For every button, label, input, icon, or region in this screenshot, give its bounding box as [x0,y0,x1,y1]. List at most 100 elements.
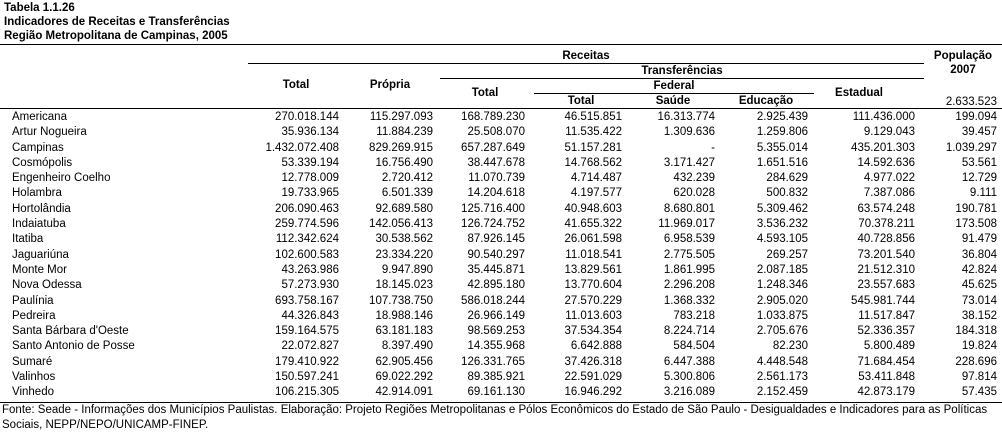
table-row: Campinas 1.432.072.408 829.269.915 657.287.… [0,141,1002,156]
cell-transferencias-total: 586.018.244 [461,294,525,307]
header-bottom-rule [0,108,1002,109]
cell-populacao: 1.039.297 [945,141,997,154]
table-row: Jaguariúna 102.600.583 23.334.220 90.540.29… [0,248,1002,263]
cell-populacao: 173.508 [955,218,997,231]
cell-municipio: Indaiatuba [12,218,66,231]
cell-municipio: Hortolândia [12,202,71,215]
cell-saude: - [711,141,715,154]
cell-propria: 107.738.750 [369,294,433,307]
bottom-rule [0,402,1002,403]
header-estadual: Estadual [835,87,883,99]
cell-saude: 6.958.539 [663,233,715,246]
table-row: Santo Antonio de Posse 22.072.827 8.397.49… [0,339,1002,354]
table-row: Santa Bárbara d'Oeste 159.164.575 63.181.1… [0,324,1002,339]
table-row: Pedreira 44.326.843 18.988.146 26.966.149 11… [0,309,1002,324]
cell-educacao: 4.448.548 [756,355,808,368]
table-row: Sumaré 179.410.922 62.905.456 126.331.765 37… [0,355,1002,370]
cell-educacao: 2.152.459 [756,386,808,399]
cell-propria: 142.056.413 [369,218,433,231]
cell-federal-total: 11.013.603 [565,309,622,322]
cell-populacao: 228.696 [955,355,997,368]
cell-estadual: 14.592.636 [857,156,915,169]
cell-federal-total: 11.018.541 [565,248,622,261]
cell-total: 53.339.194 [281,156,339,169]
cell-federal-total: 13.770.604 [564,279,622,292]
table-row: Nova Odessa 57.273.930 18.145.023 42.895.18… [0,278,1002,293]
cell-estadual: 70.378.211 [858,218,915,231]
header-federal-total: Total [567,95,595,107]
cell-municipio: Engenheiro Coelho [12,172,111,185]
cell-total: 12.778.009 [281,172,339,185]
cell-municipio: Cosmópolis [12,156,73,169]
cell-federal-total: 51.157.281 [564,141,622,154]
cell-federal-total: 22.591.029 [564,371,622,384]
table-row: Vinhedo 106.215.305 42.914.091 69.161.130 16… [0,385,1002,400]
cell-saude: 1.309.636 [663,126,715,139]
cell-saude: 16.313.774 [657,111,715,123]
cell-educacao: 4.593.105 [756,233,808,246]
cell-populacao: 91.479 [961,233,997,246]
table-row: Valinhos 150.597.241 69.022.292 89.385.921 2… [0,370,1002,385]
rule-under-federal [534,93,814,94]
cell-municipio: Pedreira [12,309,56,322]
cell-estadual: 11.517.847 [858,309,915,322]
cell-saude: 8.680.801 [663,202,715,215]
cell-total: 179.410.922 [275,355,339,368]
cell-transferencias-total: 35.445.871 [467,263,525,276]
cell-transferencias-total: 89.385.921 [467,371,525,384]
cell-propria: 16.756.490 [375,156,433,169]
cell-educacao: 269.257 [766,248,808,261]
cell-educacao: 1.651.516 [756,156,808,169]
cell-municipio: Santa Bárbara d'Oeste [12,325,129,338]
cell-total: 150.597.241 [275,371,339,384]
cell-populacao: 9.111 [969,187,997,200]
cell-estadual: 21.512.310 [857,263,915,276]
cell-propria: 23.334.220 [375,248,433,261]
cell-estadual: 545.981.744 [851,294,915,307]
cell-total: 19.733.965 [281,187,339,200]
cell-saude: 1.861.995 [663,263,715,276]
cell-transferencias-total: 69.161.130 [467,386,525,399]
cell-propria: 8.397.490 [381,340,433,353]
cell-municipio: Itatiba [12,233,44,246]
cell-federal-total: 4.197.577 [570,187,622,200]
table-row: Holambra 19.733.965 6.501.339 14.204.618 4.1… [0,186,1002,201]
cell-federal-total: 4.714.487 [570,172,622,185]
cell-saude: 620.028 [673,187,715,200]
table-row: Paulínia 693.758.167 107.738.750 586.018.24… [0,294,1002,309]
cell-total: 43.263.986 [281,263,339,276]
cell-populacao: 190.781 [955,202,997,215]
cell-federal-total: 40.948.603 [564,202,622,215]
cell-transferencias-total: 98.569.253 [467,325,525,338]
cell-populacao: 12.729 [961,172,997,185]
cell-transferencias-total: 125.716.400 [461,202,525,215]
cell-municipio: Americana [12,111,67,123]
table-title: Indicadores de Receitas e Transferências [4,16,230,28]
cell-saude: 3.171.427 [663,156,715,169]
cell-saude: 8.224.714 [663,325,715,338]
cell-estadual: 53.411.848 [858,371,915,384]
cell-educacao: 3.536.232 [756,218,808,231]
cell-saude: 6.447.388 [663,355,715,368]
cell-populacao: 199.094 [955,111,997,123]
table-row: Monte Mor 43.263.986 9.947.890 35.445.871 13… [0,263,1002,278]
cell-total: 112.342.624 [275,233,339,246]
header-saude: Saúde [655,95,691,107]
cell-populacao: 73.014 [961,294,997,307]
cell-propria: 18.988.146 [375,309,433,322]
cell-estadual: 111.436.000 [852,111,915,123]
cell-federal-total: 46.515.851 [564,111,622,123]
cell-total: 259.774.596 [275,218,339,231]
cell-saude: 2.775.505 [663,248,715,261]
cell-municipio: Holambra [12,187,62,200]
header-receitas: Receitas [562,50,610,62]
cell-transferencias-total: 168.789.230 [461,111,525,123]
cell-educacao: 2.925.439 [756,111,808,123]
cell-propria: 69.022.292 [375,371,433,384]
cell-estadual: 40.728.856 [857,233,915,246]
cell-saude: 584.504 [673,340,715,353]
cell-transferencias-total: 42.895.180 [467,279,525,292]
cell-transferencias-total: 26.966.149 [467,309,525,322]
cell-municipio: Campinas [12,141,64,154]
cell-estadual: 73.201.540 [857,248,915,261]
